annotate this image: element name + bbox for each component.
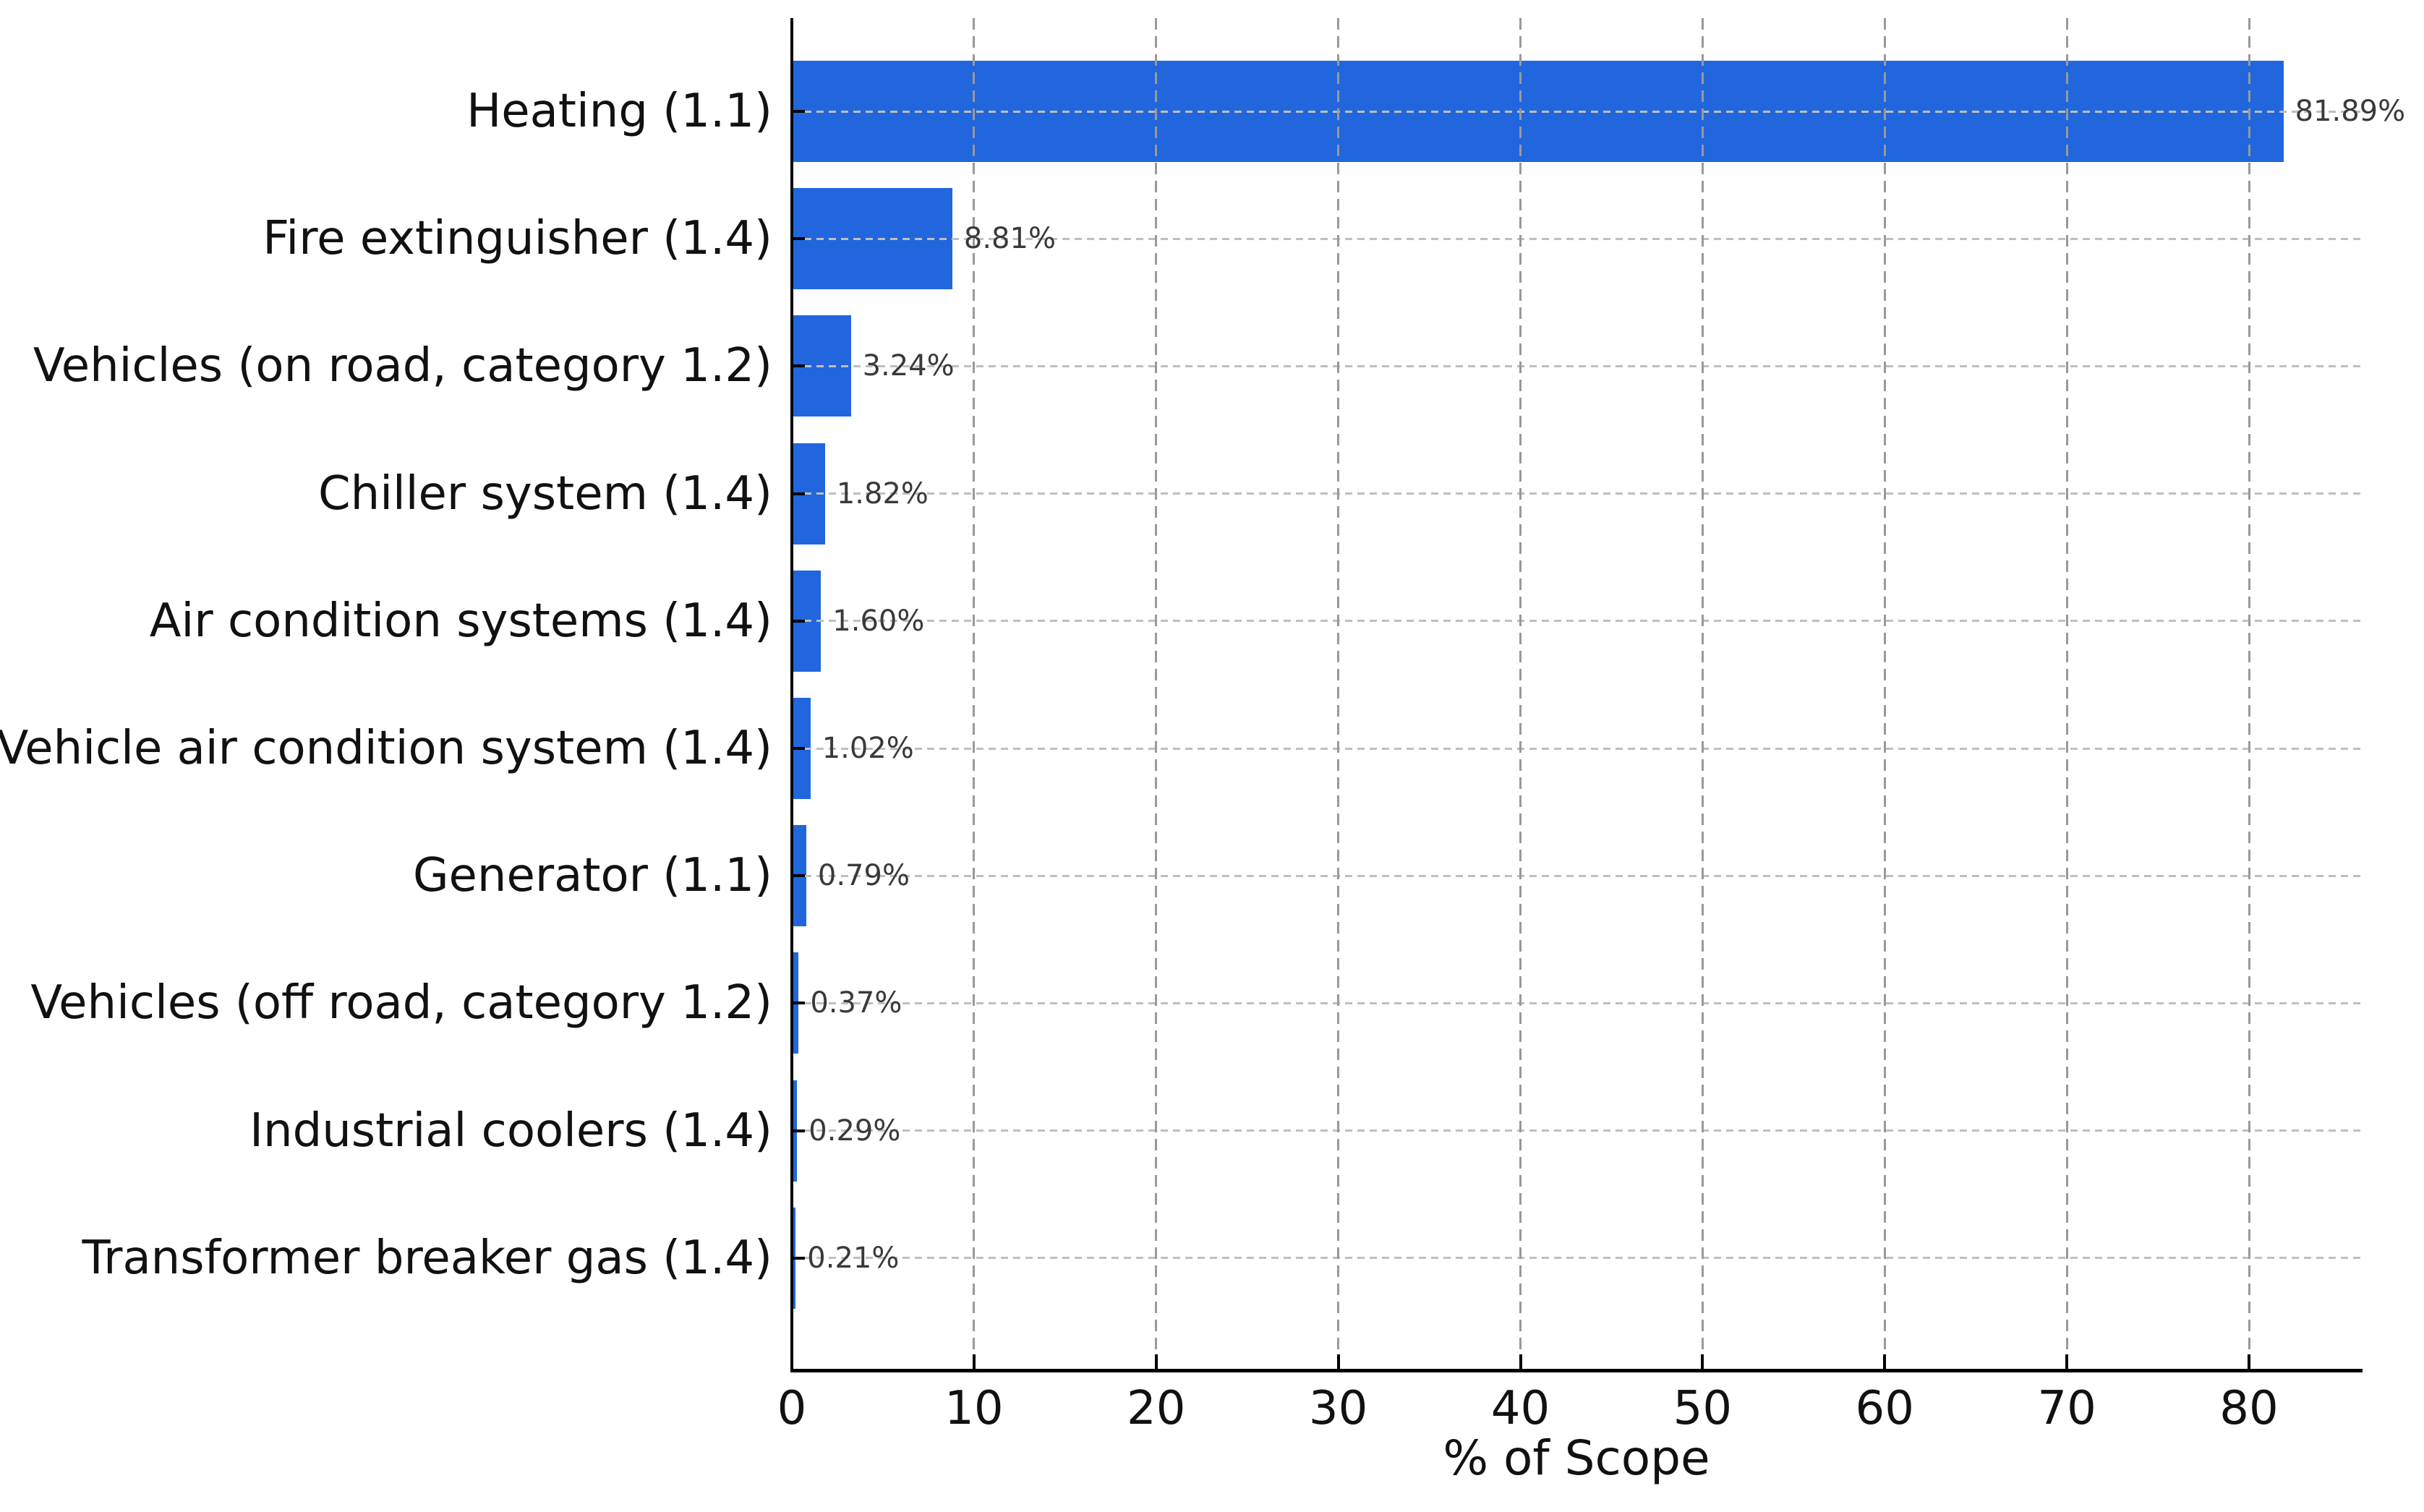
gridline-vertical [1155,18,1158,1370]
category-label: Generator (1.1) [412,849,772,903]
x-tick [1519,1354,1522,1370]
value-label: 1.02% [821,732,914,765]
category-label: Heating (1.1) [466,85,772,138]
y-tick [792,110,805,113]
value-label: 0.37% [810,986,902,1020]
x-tick [1883,1354,1887,1370]
category-label: Chiller system (1.4) [317,466,772,521]
value-label: 0.29% [808,1114,901,1148]
value-label: 8.81% [963,222,1056,256]
gridline-vertical [1337,18,1340,1370]
x-tick-label: 50 [1673,1382,1733,1435]
gridline-horizontal [792,874,2361,877]
gridline-vertical [973,18,976,1370]
gridline-vertical [2248,18,2250,1370]
y-tick [792,364,805,368]
x-axis-spine [790,1369,2363,1372]
category-label: Vehicle air condition system (1.4) [0,722,772,775]
y-tick [792,1129,805,1132]
gridline-horizontal [792,237,2361,240]
category-label: Vehicles (off road, category 1.2) [30,976,772,1030]
gridline-horizontal [792,110,2361,113]
category-label: Vehicles (on road, category 1.2) [33,339,772,393]
y-tick [792,237,805,241]
y-tick [792,1001,805,1005]
x-tick-label: 0 [777,1382,807,1435]
gridline-vertical [2065,18,2068,1370]
y-tick [792,619,805,623]
value-label: 3.24% [862,349,955,383]
gridline-horizontal [792,1001,2361,1004]
value-label: 0.21% [807,1241,900,1275]
x-tick-label: 60 [1855,1382,1914,1435]
gridline-horizontal [792,492,2361,495]
x-tick-label: 70 [2037,1382,2096,1435]
gridline-horizontal [792,747,2361,750]
x-tick-label: 30 [1308,1382,1368,1435]
gridline-vertical [1883,18,1886,1370]
x-tick [2248,1354,2250,1370]
category-label: Transformer breaker gas (1.4) [82,1231,772,1285]
y-tick [792,1256,805,1260]
category-label: Fire extinguisher (1.4) [263,212,772,266]
y-tick [792,747,805,750]
x-tick [1336,1354,1340,1370]
gridline-horizontal [792,1129,2361,1132]
x-tick [2065,1354,2069,1370]
x-tick-label: 10 [944,1382,1004,1435]
category-label: Air condition systems (1.4) [149,594,772,648]
x-axis-title: % of Scope [1443,1430,1710,1486]
gridline-vertical [1519,18,1522,1370]
x-tick-label: 40 [1490,1382,1550,1435]
x-tick [1154,1354,1158,1370]
value-label: 1.82% [836,477,929,511]
y-tick [792,492,805,495]
gridline-horizontal [792,620,2361,623]
x-tick-label: 80 [2219,1382,2279,1435]
x-tick [790,1354,793,1370]
value-label: 0.79% [817,859,910,893]
x-tick [972,1354,976,1370]
x-tick [1701,1354,1704,1370]
y-axis-spine [790,18,793,1372]
value-label: 1.60% [832,604,925,638]
y-tick [792,874,805,878]
gridline-horizontal [792,364,2361,367]
category-label: Industrial coolers (1.4) [249,1103,772,1158]
x-tick-label: 20 [1127,1382,1186,1435]
gridline-vertical [1701,18,1704,1370]
value-label: 81.89% [2295,95,2406,128]
gridline-horizontal [792,1257,2361,1260]
